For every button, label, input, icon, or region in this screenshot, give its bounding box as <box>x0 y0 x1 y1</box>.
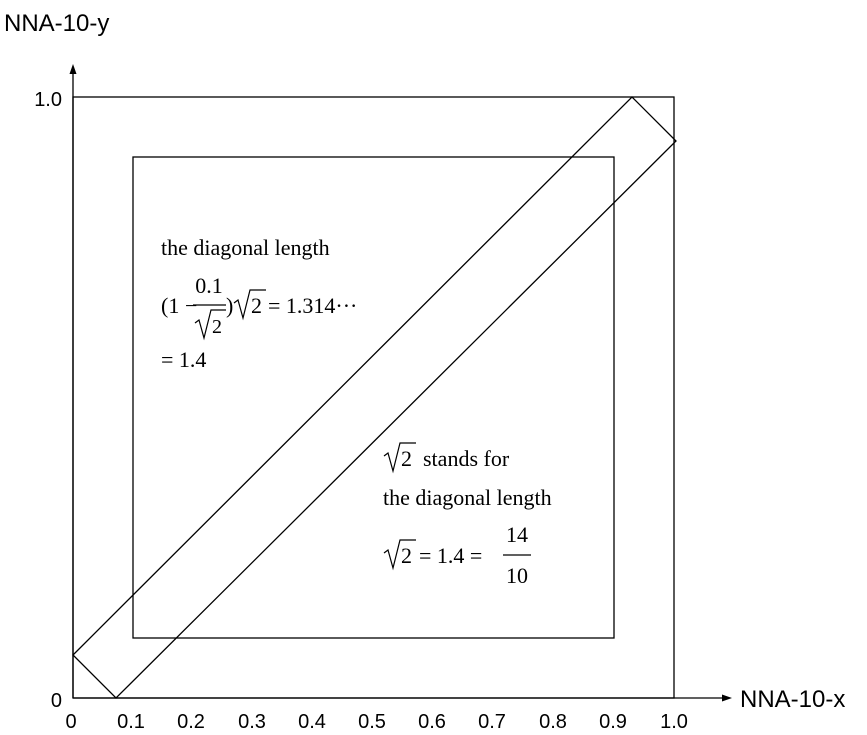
x-tick-label-0-5: 0.5 <box>358 711 386 733</box>
left-fraction-sqrt-sign <box>194 309 226 341</box>
right-line1-sqrt-sign <box>383 442 416 474</box>
x-tick-label-1-0: 1.0 <box>660 711 688 733</box>
left-result: = 1.314··· <box>268 293 357 318</box>
left-annotation-line3: = 1.4 <box>161 347 206 372</box>
left-annotation-line1: the diagonal length <box>161 235 330 260</box>
left-open-paren: (1 <box>161 293 179 318</box>
right-line1-radicand: 2 <box>401 446 412 471</box>
left-minus-sign: − <box>185 293 197 318</box>
right-line3-radicand: 2 <box>401 543 412 568</box>
left-fraction-numerator: 0.1 <box>195 273 223 298</box>
y-axis-arrowhead <box>69 64 77 74</box>
x-tick-label-0-4: 0.4 <box>298 711 326 733</box>
x-tick-label-0-2: 0.2 <box>177 711 205 733</box>
y-tick-label-0: 0 <box>51 690 62 712</box>
x-tick-label-0-6: 0.6 <box>418 711 446 733</box>
x-tick-label-0-3: 0.3 <box>238 711 266 733</box>
x-tick-label-0: 0 <box>65 711 76 733</box>
x-axis-arrowhead <box>722 694 732 702</box>
left-fraction-denominator-radicand: 2 <box>212 316 222 338</box>
outer-square <box>72 96 675 699</box>
left-sqrt-sign <box>233 289 266 321</box>
right-line3-equation: = 1.4 = <box>419 543 482 568</box>
x-tick-label-0-1: 0.1 <box>117 711 145 733</box>
x-tick-label-0-7: 0.7 <box>478 711 506 733</box>
right-line3-sqrt-sign <box>383 539 416 571</box>
right-line1-text: stands for <box>423 446 510 471</box>
right-fraction-denominator: 10 <box>506 563 528 588</box>
right-fraction-numerator: 14 <box>506 522 528 547</box>
inner-square <box>132 156 615 639</box>
right-annotation-line2: the diagonal length <box>383 485 552 510</box>
diagonal-band <box>72 96 677 699</box>
x-tick-label-0-8: 0.8 <box>539 711 567 733</box>
x-tick-label-0-9: 0.9 <box>599 711 627 733</box>
left-close-paren: ) <box>226 293 233 318</box>
y-axis-label: NNA-10-y <box>4 10 109 37</box>
x-axis-label: NNA-10-x <box>740 686 845 713</box>
left-sqrt-radicand: 2 <box>251 293 262 318</box>
y-tick-label-1-0: 1.0 <box>34 89 62 111</box>
